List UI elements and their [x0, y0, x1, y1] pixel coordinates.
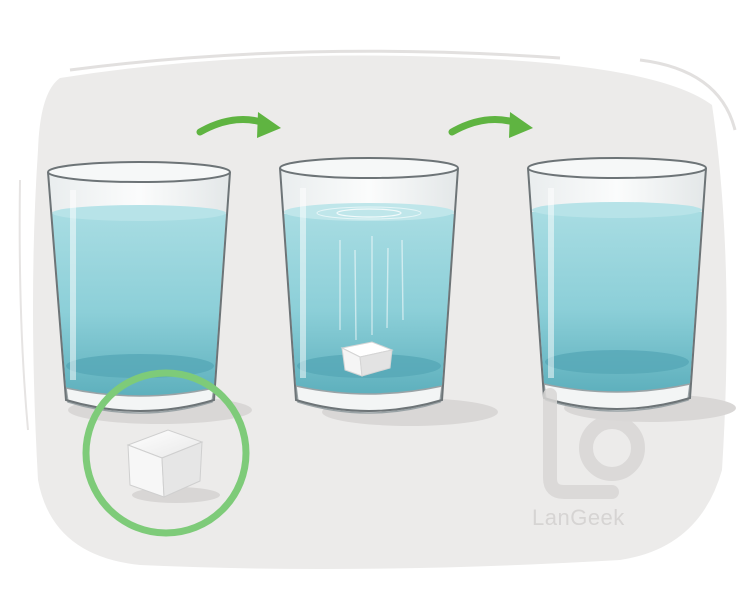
glass-outline [279, 167, 459, 412]
ripple [336, 208, 402, 218]
water-surface [52, 205, 226, 221]
glass-highlight [548, 188, 554, 378]
glass-rim [47, 161, 231, 183]
glass-base [295, 385, 443, 414]
ripple [316, 206, 422, 220]
langeek-logo-icon [543, 388, 645, 499]
sugar-cube-icon [340, 341, 394, 377]
glass-3 [527, 157, 736, 422]
glass-rim [279, 157, 459, 179]
arrow-icon [196, 112, 281, 138]
langeek-watermark: LanGeek [532, 505, 625, 530]
glass-highlight [70, 190, 76, 380]
sugar-cube-highlight [82, 369, 250, 537]
glass-base [543, 383, 691, 412]
sketch-line [69, 49, 561, 72]
water [532, 207, 702, 392]
glass-highlight [300, 188, 306, 378]
water-bottom [545, 350, 689, 374]
arrow-icon [448, 112, 533, 138]
glass-1 [47, 161, 252, 424]
water [284, 209, 454, 394]
water-surface [284, 203, 454, 221]
dissolving-streaks [339, 236, 404, 341]
glass-2 [279, 157, 498, 426]
glass-rim [527, 157, 707, 179]
glass-outline [47, 171, 231, 412]
highlight-circle [82, 369, 250, 537]
water-surface [532, 202, 702, 218]
sugar-cube-icon [126, 429, 204, 498]
water [52, 210, 226, 396]
sketch-line [18, 179, 29, 431]
sketch-line [639, 58, 737, 131]
